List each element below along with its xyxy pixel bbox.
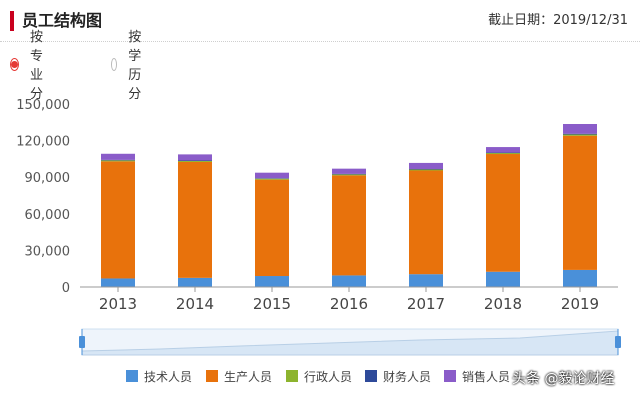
legend-label: 生产人员	[224, 369, 273, 384]
title-accent-bar	[10, 11, 14, 31]
bar-segment-行政人员-2019[interactable]	[563, 134, 597, 136]
bar-segment-财务人员-2017[interactable]	[409, 169, 443, 170]
bar-segment-技术人员-2015[interactable]	[255, 276, 289, 287]
bar-segment-技术人员-2018[interactable]	[486, 271, 520, 287]
y-tick-label: 90,000	[25, 171, 71, 186]
radio-label-by-specialty: 按专业分	[30, 30, 44, 102]
bar-segment-财务人员-2013[interactable]	[101, 159, 135, 161]
bar-segment-销售人员-2018[interactable]	[486, 147, 520, 153]
bar-segment-生产人员-2014[interactable]	[178, 161, 212, 278]
legend-label: 技术人员	[144, 369, 193, 384]
x-tick-label: 2018	[484, 295, 522, 313]
slider-preview-area	[81, 330, 619, 356]
y-tick-label: 60,000	[25, 208, 71, 223]
radio-circle-selected[interactable]	[10, 57, 19, 71]
deadline-date: 截止日期：2019/12/31	[488, 13, 628, 28]
bar-segment-财务人员-2014[interactable]	[178, 160, 212, 161]
bar-segment-技术人员-2017[interactable]	[409, 274, 443, 287]
legend-item[interactable]: 销售人员	[444, 368, 510, 384]
y-tick-label: 150,000	[16, 98, 70, 113]
bar-segment-行政人员-2018[interactable]	[486, 153, 520, 155]
bar-segment-销售人员-2016[interactable]	[332, 168, 366, 174]
radio-label-by-education: 按学历分	[128, 30, 142, 102]
bar-segment-销售人员-2014[interactable]	[178, 154, 212, 161]
legend-swatch	[286, 370, 298, 382]
slider-handle-left[interactable]	[79, 329, 85, 355]
legend-swatch	[444, 370, 456, 382]
legend-swatch	[365, 370, 377, 382]
watermark: 头条 @毅论财经	[512, 371, 615, 387]
bar-segment-行政人员-2017[interactable]	[409, 169, 443, 171]
legend-label: 财务人员	[383, 369, 432, 384]
slider-handle-right[interactable]	[615, 329, 621, 355]
x-tick-label: 2017	[407, 295, 445, 313]
x-tick-label: 2019	[561, 295, 599, 313]
legend-swatch	[206, 370, 218, 382]
legend-item[interactable]: 技术人员	[126, 368, 192, 384]
y-tick-label: 120,000	[16, 135, 70, 150]
y-tick-label: 0	[62, 281, 70, 296]
bar-segment-销售人员-2015[interactable]	[255, 172, 289, 179]
header: 员工结构图 截止日期：2019/12/31	[0, 0, 640, 42]
chart-legend: 技术人员 生产人员 行政人员 财务人员 销售人员	[0, 368, 640, 384]
bar-segment-财务人员-2018[interactable]	[486, 152, 520, 154]
bar-segment-财务人员-2016[interactable]	[332, 173, 366, 175]
header-divider	[0, 41, 640, 42]
bar-segment-技术人员-2019[interactable]	[563, 269, 597, 287]
x-tick-label: 2013	[99, 295, 137, 313]
y-axis: 0 30,000 60,000 90,000 120,000 150,000	[16, 98, 70, 296]
range-slider[interactable]	[79, 328, 621, 356]
bar-segment-财务人员-2019[interactable]	[563, 133, 597, 135]
radio-by-education[interactable]: 按学历分	[111, 30, 148, 102]
bar-segment-技术人员-2014[interactable]	[178, 277, 212, 287]
legend-swatch	[126, 370, 138, 382]
bar-segment-行政人员-2016[interactable]	[332, 174, 366, 176]
bar-segment-行政人员-2013[interactable]	[101, 160, 135, 162]
x-tick-label: 2015	[253, 295, 291, 313]
y-tick-label: 30,000	[25, 244, 71, 259]
x-axis: 2013 2014 2015 2016 2017 2018 2019	[99, 287, 599, 313]
radio-by-specialty[interactable]: 按专业分	[10, 30, 47, 102]
x-tick-label: 2016	[330, 295, 368, 313]
legend-label: 行政人员	[304, 369, 353, 384]
bar-segment-生产人员-2016[interactable]	[332, 175, 366, 276]
page-title: 员工结构图	[22, 11, 103, 30]
bar-segment-技术人员-2013[interactable]	[101, 278, 135, 287]
bar-segment-生产人员-2015[interactable]	[255, 179, 289, 277]
bar-segment-技术人员-2016[interactable]	[332, 275, 366, 287]
bar-segment-销售人员-2013[interactable]	[101, 153, 135, 160]
bar-segment-销售人员-2017[interactable]	[409, 162, 443, 170]
bar-segment-生产人员-2018[interactable]	[486, 154, 520, 272]
bar-segment-销售人员-2019[interactable]	[563, 124, 597, 134]
x-tick-label: 2014	[176, 295, 214, 313]
bar-segment-行政人员-2014[interactable]	[178, 160, 212, 162]
radio-circle-unselected[interactable]	[111, 57, 118, 71]
bar-segment-生产人员-2019[interactable]	[563, 135, 597, 270]
bar-stacks	[101, 124, 597, 287]
bar-segment-生产人员-2013[interactable]	[101, 161, 135, 279]
legend-item[interactable]: 生产人员	[206, 368, 272, 384]
bar-segment-行政人员-2015[interactable]	[255, 178, 289, 180]
bar-segment-生产人员-2017[interactable]	[409, 170, 443, 275]
legend-label: 销售人员	[462, 369, 511, 384]
bar-segment-财务人员-2015[interactable]	[255, 178, 289, 179]
legend-item[interactable]: 财务人员	[365, 368, 431, 384]
legend-item[interactable]: 行政人员	[286, 368, 352, 384]
